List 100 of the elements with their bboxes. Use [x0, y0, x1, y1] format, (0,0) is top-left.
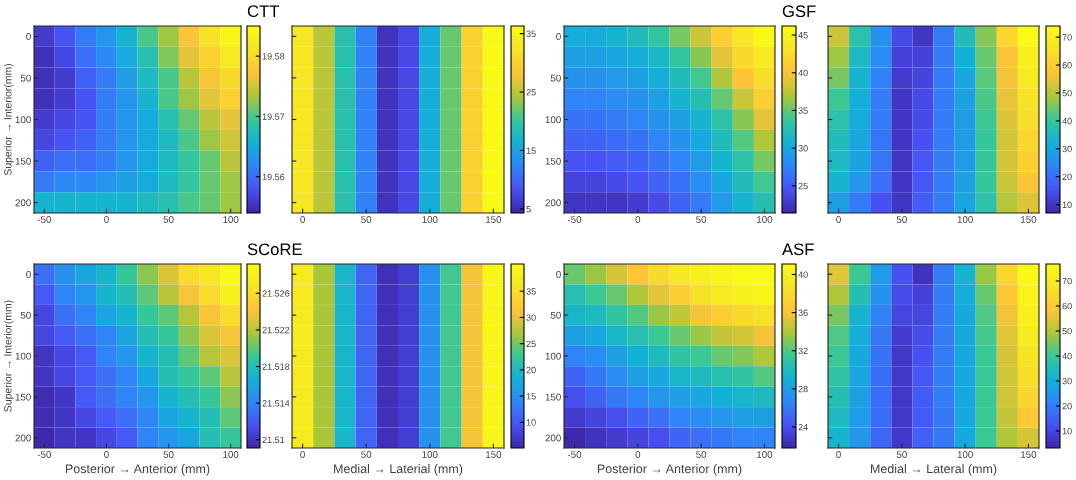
y-tick-label: 50 — [550, 311, 561, 319]
x-axis-title: Posterior → Anterior (mm) — [65, 464, 210, 476]
color-bar-label: 30 — [1062, 145, 1072, 153]
color-bar-label: 21.526 — [262, 290, 290, 297]
x-tick-label: 50 — [696, 216, 707, 223]
color-bar-label: 21.522 — [262, 326, 290, 334]
y-tick-label: 100 — [15, 116, 31, 124]
color-bar-label: 35 — [798, 107, 808, 114]
x-tick-label: -50 — [567, 216, 582, 223]
y-tick-label: 0 — [556, 270, 561, 278]
x-tick-label: 0 — [104, 216, 109, 223]
color-bar-label: 60 — [1062, 302, 1072, 310]
y-tick-label: 50 — [20, 74, 31, 82]
color-bar-label: 50 — [1062, 89, 1072, 97]
y-tick-label: 0 — [26, 33, 31, 41]
color-bar-label: 19.58 — [262, 53, 285, 60]
color-bar-label: 30 — [1062, 377, 1072, 385]
x-axis-title: Medial → Lateral (mm) — [870, 464, 997, 476]
x-tick-label: 0 — [300, 216, 305, 223]
color-bar-label: 32 — [798, 347, 808, 355]
color-bar-label: 36 — [798, 309, 808, 316]
x-tick-label: 50 — [163, 216, 174, 223]
color-bar-label: 19.56 — [262, 173, 285, 181]
color-bar-label: 35 — [526, 30, 536, 37]
x-tick-label: 100 — [957, 451, 973, 458]
x-tick-label: 150 — [1021, 216, 1037, 223]
color-bar-label: 20 — [526, 366, 536, 374]
y-axis-title: Superior → Interior(mm) — [3, 300, 14, 412]
color-bar-label: 45 — [798, 32, 808, 39]
chart-title: ASF — [782, 243, 814, 256]
color-bar-label: 21.514 — [262, 400, 290, 407]
y-axis-title: Superior → Interior(mm) — [3, 64, 14, 176]
color-bar-label: 5 — [526, 205, 531, 213]
color-bar-label: 30 — [798, 145, 808, 152]
x-tick-label: 150 — [486, 216, 502, 223]
x-tick-label: 100 — [223, 451, 239, 458]
text: SCoRE — [247, 243, 302, 256]
y-tick-label: 100 — [545, 116, 561, 124]
x-tick-label: 0 — [836, 451, 841, 458]
x-tick-label: 50 — [163, 451, 174, 458]
y-tick-label: 150 — [545, 157, 561, 165]
color-bar-label: 10 — [526, 419, 536, 426]
x-tick-label: 150 — [1021, 451, 1037, 458]
color-bar-label: 60 — [1062, 62, 1072, 69]
color-bar-label: 10 — [1062, 427, 1072, 435]
color-bar-label: 70 — [1062, 277, 1072, 285]
x-tick-label: -50 — [567, 451, 582, 458]
color-bar-label: 24 — [798, 423, 808, 431]
color-bar-label: 15 — [526, 147, 536, 154]
y-tick-label: 200 — [15, 199, 31, 207]
x-tick-label: 150 — [486, 451, 502, 458]
x-tick-label: 100 — [422, 216, 438, 223]
y-tick-label: 200 — [545, 434, 561, 442]
color-bar-label: 25 — [526, 89, 536, 96]
color-bar-label: 40 — [1062, 352, 1072, 360]
x-axis-title: Medial → Laterial (mm) — [334, 464, 463, 476]
x-tick-label: 100 — [757, 216, 773, 223]
y-tick-label: 200 — [15, 434, 31, 442]
color-bar-label: 19.57 — [262, 113, 285, 120]
y-tick-label: 50 — [550, 74, 561, 82]
color-bar-label: 25 — [798, 182, 808, 190]
color-bar-label: 15 — [526, 393, 536, 400]
color-bar-label: 20 — [1062, 402, 1072, 410]
color-bar-label: 40 — [798, 69, 808, 77]
y-tick-label: 200 — [545, 199, 561, 207]
y-tick-label: 100 — [15, 352, 31, 360]
x-tick-label: -50 — [37, 216, 51, 223]
color-bar-label: 30 — [526, 314, 536, 321]
x-tick-label: 50 — [896, 451, 907, 458]
y-tick-label: 50 — [20, 311, 31, 319]
color-bar-label: 21.51 — [262, 436, 285, 444]
color-bar-label: 25 — [526, 340, 536, 348]
y-tick-label: 150 — [15, 393, 31, 401]
y-tick-label: 100 — [545, 352, 561, 360]
chart-title: GSF — [782, 5, 816, 18]
y-tick-label: 0 — [26, 270, 31, 278]
x-tick-label: 100 — [422, 451, 438, 458]
color-bar-label: 70 — [1062, 34, 1072, 41]
x-tick-label: 100 — [223, 216, 239, 223]
x-tick-label: 50 — [896, 216, 907, 223]
y-tick-label: 0 — [556, 33, 561, 41]
color-bar-label: 21.518 — [262, 363, 290, 370]
color-bar-label: 10 — [1062, 201, 1072, 208]
color-bar-label: 28 — [798, 385, 808, 393]
x-tick-label: 0 — [635, 216, 641, 223]
y-tick-label: 150 — [545, 393, 561, 401]
color-bar-label: 40 — [798, 271, 808, 278]
x-tick-label: 50 — [696, 451, 707, 458]
x-tick-label: 50 — [361, 216, 372, 223]
x-axis-title: Posterior → Anterior (mm) — [597, 464, 742, 476]
chart-title: CTT — [247, 5, 280, 18]
x-tick-label: 0 — [836, 216, 841, 223]
color-bar-label: 20 — [1062, 173, 1072, 181]
x-tick-label: 100 — [757, 451, 773, 458]
x-tick-label: 0 — [635, 451, 641, 458]
x-tick-label: 50 — [361, 451, 372, 458]
color-bar-label: 35 — [526, 288, 536, 295]
x-tick-label: 0 — [300, 451, 305, 458]
color-bar-label: 40 — [1062, 117, 1072, 125]
x-tick-label: -50 — [37, 451, 51, 458]
